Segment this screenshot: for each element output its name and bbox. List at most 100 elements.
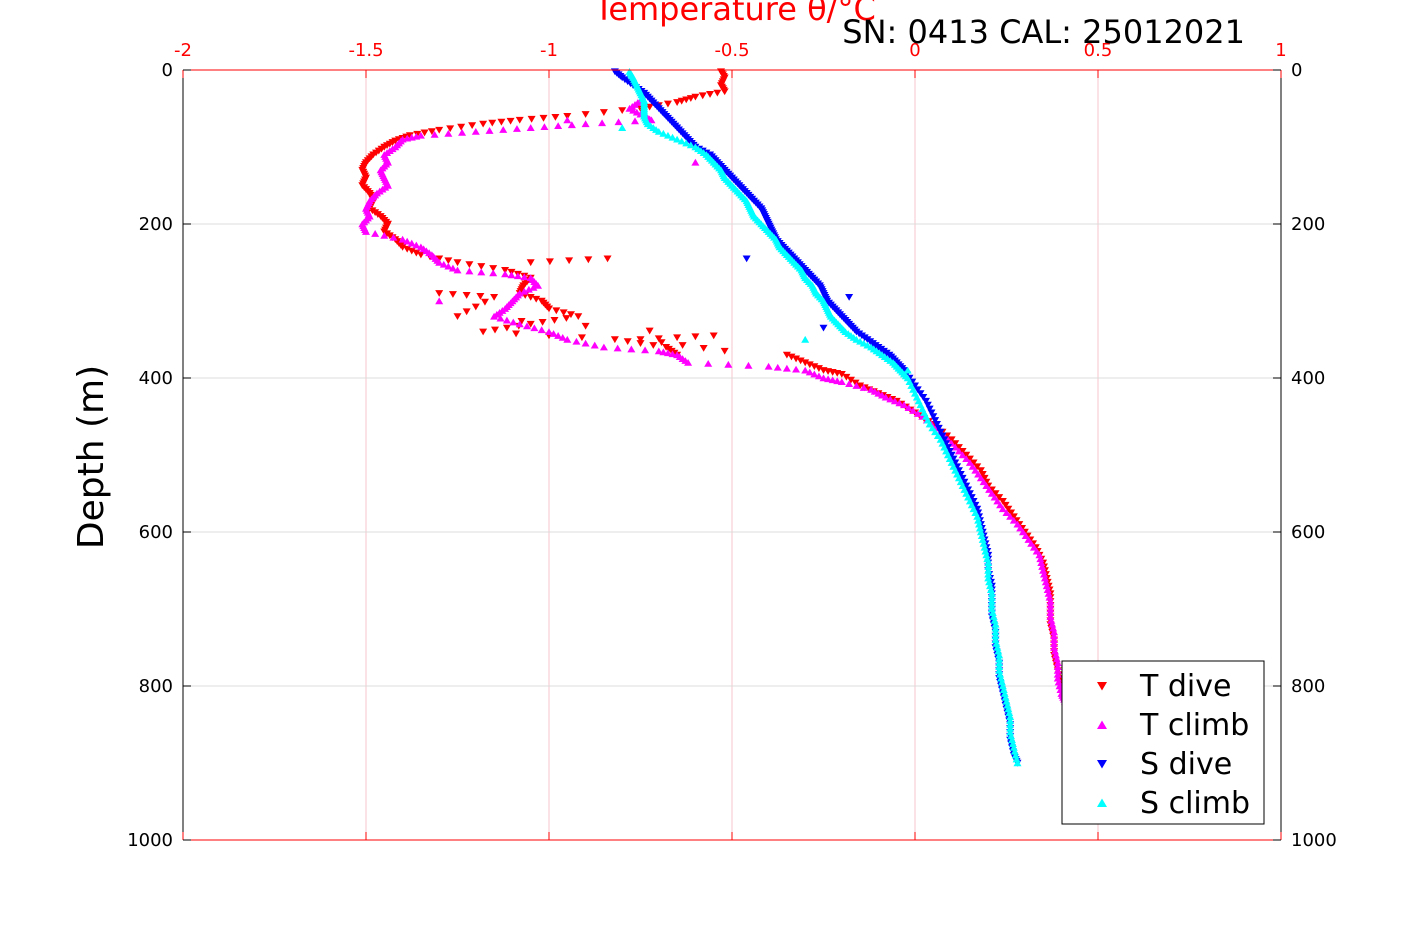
data-point: [1046, 601, 1055, 609]
data-point: [986, 582, 995, 590]
data-point: [978, 471, 987, 478]
data-point: [810, 370, 819, 378]
data-point: [1018, 528, 1027, 536]
data-point: [636, 340, 645, 347]
data-point: [995, 655, 1004, 663]
data-point: [1051, 651, 1060, 659]
data-point: [420, 129, 429, 137]
data-point: [990, 616, 999, 624]
data-point: [1041, 578, 1050, 586]
legend-label: S climb: [1140, 786, 1250, 821]
data-point: [903, 366, 912, 374]
data-point: [559, 309, 568, 317]
data-point: [520, 273, 529, 281]
data-point: [979, 539, 988, 547]
data-point: [1053, 670, 1062, 678]
data-point: [532, 295, 541, 303]
data-point: [801, 335, 810, 343]
legend-label: T dive: [1139, 669, 1231, 704]
data-point: [773, 363, 782, 371]
data-point: [1013, 759, 1022, 767]
data-point: [549, 330, 558, 337]
data-point: [965, 459, 974, 466]
data-point: [1043, 586, 1052, 593]
data-point: [919, 394, 928, 401]
data-point: [1001, 693, 1010, 701]
data-point: [534, 282, 543, 289]
data-point: [1007, 736, 1016, 744]
data-point: [1000, 690, 1009, 697]
data-point: [1024, 536, 1033, 543]
data-point: [407, 247, 416, 255]
data-point: [895, 399, 904, 407]
data-point: [618, 107, 627, 115]
data-point: [1002, 509, 1011, 516]
data-point: [819, 324, 828, 332]
data-point: [515, 116, 524, 124]
data-point: [448, 264, 457, 272]
data-point: [990, 493, 999, 501]
data-point: [994, 647, 1003, 655]
data-point: [928, 424, 937, 432]
data-point: [934, 424, 943, 432]
data-point: [468, 122, 477, 130]
data-point: [1042, 582, 1051, 590]
data-point: [998, 498, 1007, 505]
data-point: [846, 376, 855, 384]
data-point: [581, 322, 590, 330]
data-point: [996, 670, 1005, 678]
data-point: [502, 324, 511, 332]
data-point: [566, 311, 575, 319]
y-tick-label-right: 200: [1291, 214, 1325, 235]
data-point: [968, 462, 977, 470]
data-point: [969, 459, 978, 467]
data-point: [663, 131, 672, 139]
data-point: [958, 451, 967, 459]
data-point: [444, 262, 453, 270]
y-tick-label-right: 400: [1291, 368, 1325, 389]
x-tick-label: 0: [909, 40, 920, 61]
data-point: [502, 316, 511, 324]
data-point: [998, 505, 1007, 513]
data-point: [833, 377, 842, 385]
data-point: [982, 482, 991, 489]
data-point: [1044, 590, 1053, 597]
data-point: [682, 139, 691, 147]
data-point: [1050, 640, 1059, 647]
legend-marker: [1097, 760, 1107, 769]
data-point: [971, 466, 980, 474]
data-point: [1003, 701, 1012, 709]
data-point: [496, 314, 505, 322]
data-point: [663, 349, 672, 357]
data-point: [936, 428, 945, 436]
data-point: [574, 313, 583, 320]
data-point: [985, 578, 994, 586]
data-point: [933, 432, 942, 439]
data-point: [471, 303, 480, 311]
data-point: [1016, 524, 1025, 532]
data-point: [1050, 632, 1059, 640]
data-point: [987, 601, 996, 609]
data-point: [965, 455, 974, 463]
data-point: [563, 116, 572, 124]
data-point: [801, 366, 810, 374]
data-point: [744, 361, 753, 369]
data-point: [1048, 620, 1057, 628]
data-point: [1049, 624, 1058, 632]
data-point: [852, 382, 861, 389]
data-point: [962, 451, 971, 459]
data-point: [805, 368, 814, 376]
data-point: [1006, 720, 1015, 728]
data-point: [491, 326, 500, 334]
data-point: [523, 322, 532, 330]
data-point: [993, 497, 1002, 505]
series-t-climb: [358, 97, 1070, 705]
data-point: [1006, 513, 1015, 520]
data-point: [545, 305, 553, 313]
data-point: [975, 524, 984, 532]
data-point: [1039, 566, 1048, 574]
data-point: [458, 128, 467, 136]
data-point: [453, 313, 462, 320]
data-point: [929, 413, 938, 421]
data-point: [1037, 559, 1046, 566]
